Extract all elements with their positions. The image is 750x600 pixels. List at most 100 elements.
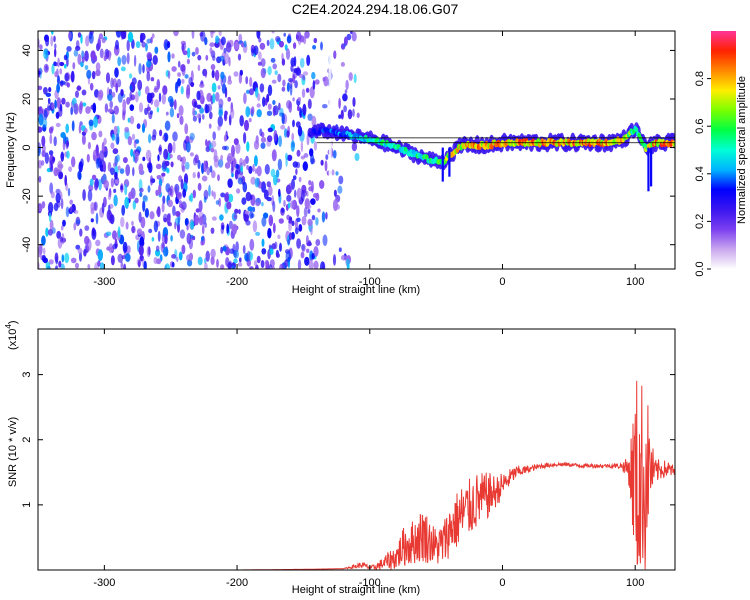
noise-blob: [158, 92, 162, 103]
noise-blob: [249, 88, 254, 96]
noise-blob: [236, 164, 241, 175]
noise-blob: [70, 106, 74, 116]
noise-blob: [61, 254, 65, 263]
noise-blob: [113, 125, 118, 136]
noise-blob: [232, 224, 237, 235]
noise-blob: [204, 262, 208, 269]
snr-frame: [37, 328, 676, 571]
noise-blob: [307, 98, 312, 110]
noise-blob: [188, 252, 194, 261]
noise-blob: [49, 219, 54, 231]
noise-blob: [230, 107, 235, 119]
noise-blob: [87, 189, 93, 202]
noise-blob: [154, 85, 157, 91]
noise-blob: [185, 87, 191, 99]
noise-blob: [78, 252, 83, 262]
noise-blob: [220, 192, 226, 198]
noise-blob: [259, 83, 265, 93]
noise-blob: [157, 230, 161, 242]
noise-blob: [273, 174, 278, 186]
noise-blob: [110, 167, 115, 176]
noise-blob: [50, 191, 55, 199]
noise-blob: [163, 217, 167, 223]
snr-panel: -300 -200 -100 0 100 1 2 3 Height of straight …: [4, 320, 676, 596]
noise-blob: [228, 56, 231, 67]
noise-blob: [213, 191, 216, 200]
noise-blob: [190, 192, 193, 203]
noise-blob: [68, 166, 73, 172]
noise-blob: [42, 247, 46, 255]
noise-blob: [70, 257, 77, 264]
noise-blob: [288, 232, 293, 241]
noise-blob: [50, 35, 54, 47]
noise-blob: [144, 86, 150, 95]
noise-blob: [308, 180, 312, 186]
noise-blob: [310, 198, 316, 206]
noise-blob: [320, 261, 325, 269]
noise-blob: [113, 188, 117, 193]
noise-blob: [84, 225, 90, 231]
noise-blob: [49, 160, 53, 172]
noise-blob: [107, 93, 113, 102]
noise-blob: [126, 39, 130, 52]
noise-blob: [221, 145, 227, 151]
noise-blob: [242, 159, 246, 167]
noise-blob: [61, 97, 66, 105]
noise-blob: [45, 227, 49, 237]
noise-blob: [91, 131, 97, 141]
noise-blob: [344, 89, 348, 94]
noise-blob: [352, 97, 356, 107]
noise-blob: [80, 34, 83, 44]
noise-blob: [139, 187, 144, 193]
noise-blob: [190, 220, 195, 230]
noise-blob: [285, 250, 291, 263]
noise-blob: [261, 202, 264, 207]
noise-blob: [185, 141, 191, 153]
noise-blob: [208, 184, 211, 197]
noise-blob: [60, 151, 65, 162]
noise-blob: [142, 156, 146, 162]
noise-blob: [343, 105, 347, 113]
noise-blob: [59, 68, 63, 75]
noise-blob: [312, 80, 316, 90]
noise-blob: [211, 140, 217, 148]
noise-blob: [196, 104, 202, 110]
snr-x-ticks: -300 -200 -100 0 100: [93, 329, 644, 589]
noise-blob: [47, 229, 53, 236]
noise-blob: [144, 107, 148, 116]
noise-blob: [93, 116, 98, 128]
noise-blob: [274, 70, 279, 76]
noise-blob: [99, 262, 105, 269]
noise-blob: [145, 149, 152, 162]
noise-blob: [220, 264, 225, 269]
noise-blob: [243, 132, 247, 144]
noise-blob: [338, 114, 342, 119]
x-tick-label: -300: [93, 276, 115, 288]
noise-blob: [220, 71, 225, 80]
noise-blob: [173, 31, 179, 37]
noise-blob: [131, 133, 136, 141]
spectrogram-plot-area: [38, 31, 675, 269]
noise-blob: [153, 220, 159, 233]
noise-blob: [71, 120, 75, 132]
spectrogram-x-axis-label: Height of straight line (km): [292, 284, 420, 296]
noise-blob: [163, 39, 169, 51]
noise-blob: [79, 228, 83, 237]
noise-blob: [63, 54, 68, 61]
noise-blob: [95, 157, 100, 169]
noise-blob: [218, 109, 223, 117]
noise-blob: [310, 226, 313, 236]
noise-blob: [85, 35, 90, 47]
noise-blob: [188, 237, 193, 250]
noise-blob: [66, 82, 71, 88]
noise-blob: [85, 106, 91, 114]
noise-blob: [120, 31, 127, 40]
noise-blob: [151, 134, 157, 141]
noise-blob: [133, 139, 137, 149]
noise-blob: [275, 169, 280, 178]
noise-blob: [356, 112, 360, 119]
noise-blob: [90, 218, 94, 223]
noise-blob: [256, 31, 261, 39]
noise-blob: [109, 214, 115, 225]
noise-blob: [191, 51, 196, 57]
